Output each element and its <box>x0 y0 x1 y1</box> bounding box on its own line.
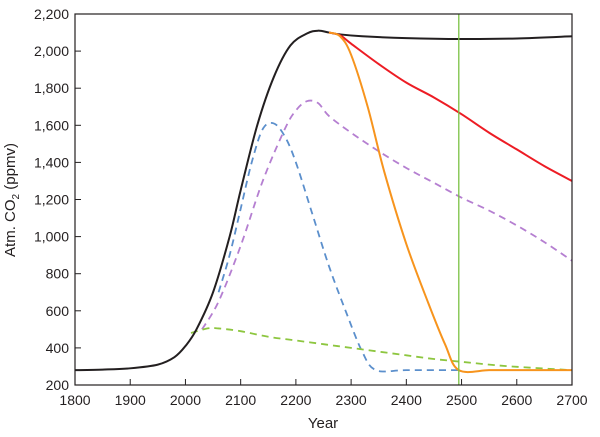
x-tick-label: 2500 <box>446 392 477 408</box>
y-tick-label: 600 <box>46 303 70 319</box>
x-tick-label: 2200 <box>280 392 311 408</box>
y-tick-label: 1,000 <box>34 229 69 245</box>
x-tick-label: 2300 <box>336 392 367 408</box>
y-tick-label: 2,000 <box>34 43 69 59</box>
series-layer <box>74 29 573 374</box>
y-axis-title-suffix: (ppmv) <box>2 143 19 194</box>
series-line-black <box>74 29 573 372</box>
series-line-orange <box>328 31 572 374</box>
x-tick-label: 2000 <box>170 392 201 408</box>
y-axis-ticks: 200 400 600 800 1,000 1,200 1,400 1,600 1,800 2,0… <box>34 6 81 393</box>
y-tick-label: 2,200 <box>34 6 69 22</box>
plot-frame <box>74 13 573 386</box>
x-axis-ticks: 1800 1900 2000 2100 2200 2300 2400 2500 2600 2700 <box>59 379 588 408</box>
y-axis-title: Atm. CO2 (ppmv) <box>2 143 22 257</box>
x-tick-label: 2400 <box>391 392 422 408</box>
series-line-blue-dashed <box>217 121 459 373</box>
series-line-red <box>328 31 573 182</box>
x-tick-label: 1800 <box>59 392 90 408</box>
x-axis-title: Year <box>308 415 338 432</box>
x-tick-label: 2600 <box>501 392 532 408</box>
y-tick-label: 800 <box>46 266 70 282</box>
y-tick-label: 1,800 <box>34 80 69 96</box>
y-axis-title-main: Atm. CO <box>2 199 19 257</box>
x-tick-label: 2100 <box>225 392 256 408</box>
series-line-green-dashed <box>190 327 573 372</box>
y-tick-label: 1,200 <box>34 192 69 208</box>
x-tick-label: 2700 <box>556 392 587 408</box>
y-tick-label: 200 <box>46 377 70 393</box>
y-tick-label: 1,600 <box>34 117 69 133</box>
y-tick-label: 400 <box>46 340 70 356</box>
series-line-purple-dashed <box>201 99 573 330</box>
x-tick-label: 1900 <box>115 392 146 408</box>
y-axis-title-subscript: 2 <box>11 193 22 199</box>
y-tick-label: 1,400 <box>34 154 69 170</box>
